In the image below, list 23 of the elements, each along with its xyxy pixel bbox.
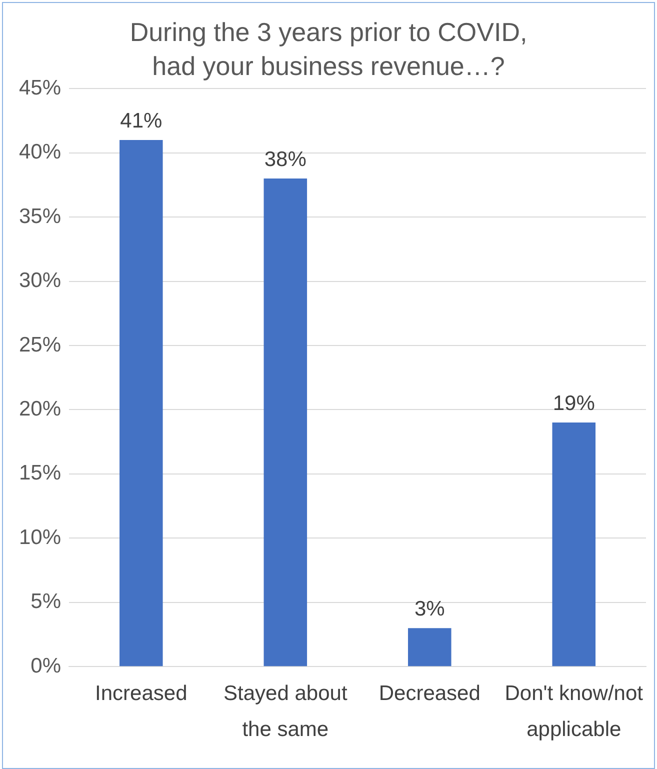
x-tick-label: Don't know/not applicable bbox=[504, 682, 644, 741]
data-label: 41% bbox=[120, 109, 162, 132]
x-tick-label: Decreased bbox=[378, 682, 480, 706]
x-tick-label: Increased bbox=[95, 682, 188, 706]
y-tick-label: 10% bbox=[19, 526, 62, 549]
x-tick-label: Stayed about the same bbox=[224, 682, 348, 741]
data-label: 19% bbox=[552, 392, 595, 415]
bar bbox=[120, 140, 163, 666]
data-label: 38% bbox=[264, 148, 306, 171]
y-tick-label: 20% bbox=[19, 398, 62, 421]
bar bbox=[264, 178, 308, 666]
bar bbox=[408, 628, 452, 666]
y-tick-label: 30% bbox=[19, 269, 62, 292]
y-tick-label: 45% bbox=[19, 76, 62, 100]
data-label: 3% bbox=[414, 597, 445, 620]
y-tick-label: 25% bbox=[19, 333, 62, 356]
chart-title: During the 3 years prior to COVID, had your business revenue…? bbox=[130, 17, 528, 81]
y-tick-label: 15% bbox=[19, 462, 62, 485]
y-tick-label: 5% bbox=[30, 590, 62, 614]
y-tick-label: 0% bbox=[30, 654, 62, 678]
y-tick-label: 40% bbox=[19, 140, 62, 164]
bar bbox=[552, 422, 596, 666]
y-tick-label: 35% bbox=[19, 204, 62, 228]
